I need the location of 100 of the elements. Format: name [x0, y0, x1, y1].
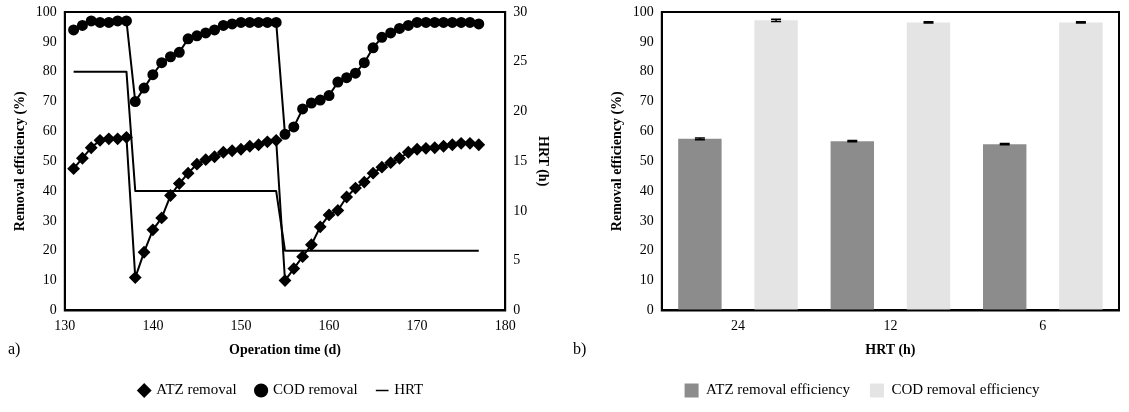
- point: [297, 103, 309, 115]
- point: [217, 19, 229, 31]
- point: [288, 121, 300, 133]
- point: [182, 167, 195, 180]
- point: [446, 138, 459, 151]
- point: [200, 27, 212, 39]
- point: [429, 16, 441, 28]
- legend-label: ATZ removal: [156, 381, 237, 398]
- y-axis-title: Removal efficiency (%): [609, 90, 626, 232]
- x-tick-label: 130: [54, 318, 76, 334]
- x-tick-label: 170: [406, 318, 428, 334]
- bar: [830, 141, 875, 311]
- point: [235, 16, 247, 28]
- point: [376, 31, 388, 43]
- bar: [1059, 22, 1103, 311]
- text: b): [573, 340, 587, 359]
- bar: [906, 22, 951, 311]
- x-axis-title: HRT (h): [865, 342, 916, 359]
- y-tick-label: 20: [639, 242, 654, 258]
- point: [331, 204, 344, 217]
- point: [332, 76, 344, 88]
- point: [120, 131, 133, 144]
- y2-tick-label: 15: [513, 152, 528, 168]
- legend-label: COD removal efficiency: [891, 381, 1040, 398]
- y-tick-label: 80: [639, 63, 654, 79]
- y-tick-label: 50: [639, 152, 654, 168]
- x-tick-label: 180: [494, 318, 516, 334]
- point: [67, 162, 80, 175]
- point: [102, 132, 115, 145]
- y-tick-label: 70: [639, 93, 654, 109]
- x-tick-label: 12: [883, 318, 898, 334]
- point: [190, 158, 203, 171]
- legend-label: COD removal: [273, 381, 358, 398]
- point: [385, 27, 397, 39]
- y-tick-label: 10: [639, 272, 654, 288]
- y-axis-title: Removal efficiency (%): [12, 90, 29, 232]
- y2-tick-label: 0: [513, 302, 521, 318]
- y2-tick-label: 20: [513, 103, 528, 119]
- point: [234, 143, 247, 156]
- y-tick-label: 30: [42, 212, 57, 228]
- point: [314, 220, 327, 233]
- point: [94, 134, 107, 147]
- legend-label: ATZ removal efficiency: [706, 381, 851, 398]
- point: [402, 146, 415, 159]
- y-tick-label: 100: [632, 3, 654, 19]
- point: [146, 223, 159, 236]
- point: [287, 262, 300, 275]
- y2-axis-title: HRT (h): [534, 136, 551, 187]
- x-tick-label: 140: [142, 318, 164, 334]
- point: [129, 271, 142, 284]
- point: [138, 246, 151, 259]
- point: [314, 94, 326, 106]
- point: [296, 250, 309, 263]
- y2-tick-label: 25: [513, 53, 528, 69]
- y-tick-label: 80: [42, 63, 57, 79]
- point: [394, 22, 405, 34]
- point: [464, 16, 476, 28]
- x-axis-title: Operation time (d): [229, 342, 342, 359]
- y-tick-label: 10: [42, 272, 57, 288]
- point: [76, 19, 88, 31]
- point: [270, 134, 283, 147]
- x-tick-label: 150: [230, 318, 252, 334]
- point: [358, 176, 371, 189]
- point: [349, 182, 362, 195]
- y-tick-label: 30: [639, 212, 654, 228]
- point: [305, 97, 317, 109]
- point: [164, 189, 177, 202]
- point: [420, 16, 432, 28]
- y-tick-label: 0: [49, 302, 57, 318]
- y-tick-label: 40: [42, 182, 57, 198]
- point: [270, 16, 282, 28]
- point: [358, 57, 370, 69]
- point: [455, 16, 467, 28]
- point: [68, 24, 80, 36]
- y-tick-label: 70: [42, 93, 57, 109]
- y2-tick-label: 5: [513, 252, 521, 268]
- y-tick-label: 20: [42, 242, 57, 258]
- y-tick-label: 50: [42, 152, 57, 168]
- point: [384, 156, 397, 169]
- point: [393, 152, 406, 165]
- point: [147, 69, 159, 81]
- point: [244, 16, 256, 28]
- point: [85, 15, 97, 27]
- point: [182, 33, 194, 45]
- point: [341, 72, 353, 84]
- y-tick-label: 100: [35, 3, 57, 19]
- point: [165, 51, 176, 63]
- y2-tick-label: 30: [513, 3, 528, 19]
- point: [94, 16, 106, 28]
- point: [129, 96, 141, 108]
- point: [323, 90, 335, 102]
- point: [279, 274, 291, 287]
- legend-label: HRT: [394, 381, 424, 398]
- point: [226, 18, 238, 30]
- y-tick-label: 60: [42, 123, 57, 139]
- x-tick-label: 6: [1039, 318, 1047, 334]
- point: [340, 191, 353, 204]
- point: [367, 167, 380, 180]
- point: [437, 140, 450, 153]
- point: [208, 150, 221, 163]
